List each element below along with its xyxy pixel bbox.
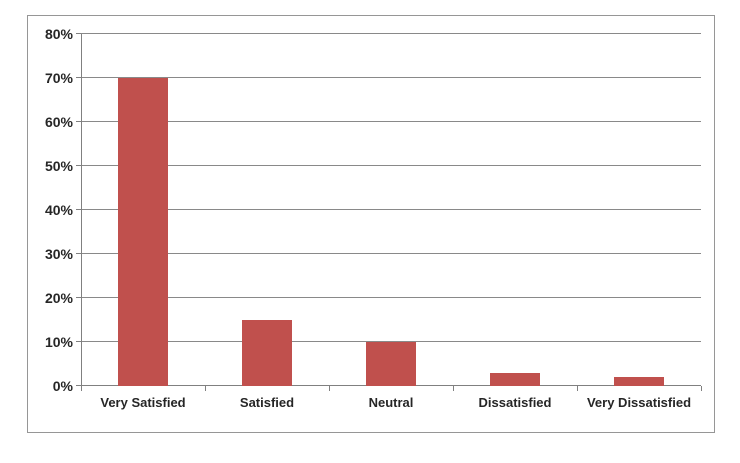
x-axis-label: Very Dissatisfied bbox=[586, 395, 692, 410]
plot-area: 0% 10% 20% 30% 40% 50% 60% 70% 80% Very Satisfied… bbox=[45, 26, 702, 410]
gridline bbox=[81, 297, 701, 298]
x-tick bbox=[577, 386, 578, 391]
y-tick bbox=[76, 77, 81, 78]
x-axis-label: Very Satisfied bbox=[100, 395, 186, 410]
y-axis-label: 10% bbox=[44, 334, 73, 350]
gridline bbox=[81, 253, 701, 254]
x-tick bbox=[205, 386, 206, 391]
bar bbox=[614, 377, 664, 386]
bar bbox=[242, 320, 292, 386]
x-tick bbox=[453, 386, 454, 391]
y-axis-label: 80% bbox=[44, 26, 73, 42]
x-tick bbox=[81, 386, 82, 391]
x-axis-label: Dissatisfied bbox=[478, 395, 552, 410]
y-tick bbox=[76, 121, 81, 122]
y-axis-label: 20% bbox=[44, 290, 73, 306]
bar bbox=[366, 342, 416, 386]
gridline bbox=[81, 33, 701, 34]
x-tick bbox=[329, 386, 330, 391]
gridline bbox=[81, 165, 701, 166]
bar bbox=[490, 373, 540, 386]
y-axis-label: 60% bbox=[44, 114, 73, 130]
y-axis-line bbox=[81, 34, 82, 386]
y-tick bbox=[76, 165, 81, 166]
x-axis-label: Neutral bbox=[368, 395, 414, 410]
gridline bbox=[81, 341, 701, 342]
y-tick bbox=[76, 385, 81, 386]
y-tick bbox=[76, 297, 81, 298]
x-tick bbox=[701, 386, 702, 391]
y-axis-label: 30% bbox=[44, 246, 73, 262]
bar bbox=[118, 78, 168, 386]
y-tick bbox=[76, 253, 81, 254]
y-axis-label: 50% bbox=[44, 158, 73, 174]
gridline bbox=[81, 77, 701, 78]
y-axis-label: 70% bbox=[44, 70, 73, 86]
y-tick bbox=[76, 33, 81, 34]
y-tick bbox=[76, 209, 81, 210]
chart-frame: 0% 10% 20% 30% 40% 50% 60% 70% 80% Very Satisfied… bbox=[27, 15, 715, 433]
y-tick bbox=[76, 341, 81, 342]
gridline bbox=[81, 121, 701, 122]
y-axis-label: 40% bbox=[44, 202, 73, 218]
gridline bbox=[81, 209, 701, 210]
y-axis-label: 0% bbox=[52, 378, 73, 394]
x-axis-label: Satisfied bbox=[239, 395, 295, 410]
